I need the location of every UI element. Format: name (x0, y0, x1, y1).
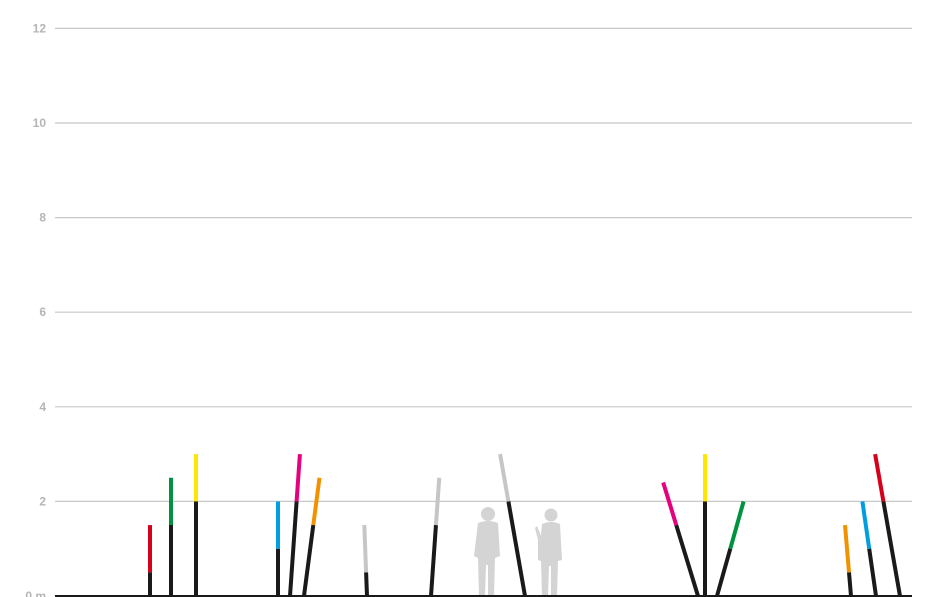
y-tick-label: 6 (39, 305, 46, 319)
pole-base-segment (715, 548, 733, 597)
y-axis-tick-labels: 0 m 2 4 6 8 10 12 (25, 21, 46, 597)
pole-base-segment (847, 572, 853, 597)
pole-tip-segment-orange (311, 477, 322, 526)
pole-base-segment (506, 501, 527, 597)
pole-tip-segment-green (728, 500, 746, 550)
pole-base-segment (674, 524, 700, 597)
pole-tip-segment-grey (362, 524, 369, 573)
pole-tip-segment-grey (433, 477, 442, 526)
y-tick-label: 10 (33, 116, 47, 130)
pole-tip-segment-grey (498, 453, 511, 502)
pole-base-segment (364, 572, 369, 597)
pole-tip-segment-red (873, 453, 886, 502)
y-tick-label: 12 (33, 21, 47, 35)
pole-tip-segment-orange (843, 524, 851, 573)
y-tick-label: 2 (39, 494, 46, 508)
y-tick-label: 8 (39, 211, 46, 225)
person-silhouette-left (474, 507, 500, 596)
pole-base-segment (288, 501, 299, 597)
pole-tip-segment-magenta (661, 481, 679, 526)
gridlines (55, 27, 912, 502)
pole-base-segment (429, 524, 438, 597)
y-tick-label: 4 (39, 400, 46, 414)
person-silhouette-right (535, 508, 562, 596)
y-tick-label: 0 m (25, 589, 46, 597)
pole-tip-segment-magenta (294, 453, 302, 502)
pole-base-segment (881, 501, 902, 597)
pole-base-segment (302, 524, 316, 597)
pole-base-segment (867, 548, 878, 597)
poles (148, 453, 902, 597)
pole-tip-segment-blue (860, 501, 872, 549)
